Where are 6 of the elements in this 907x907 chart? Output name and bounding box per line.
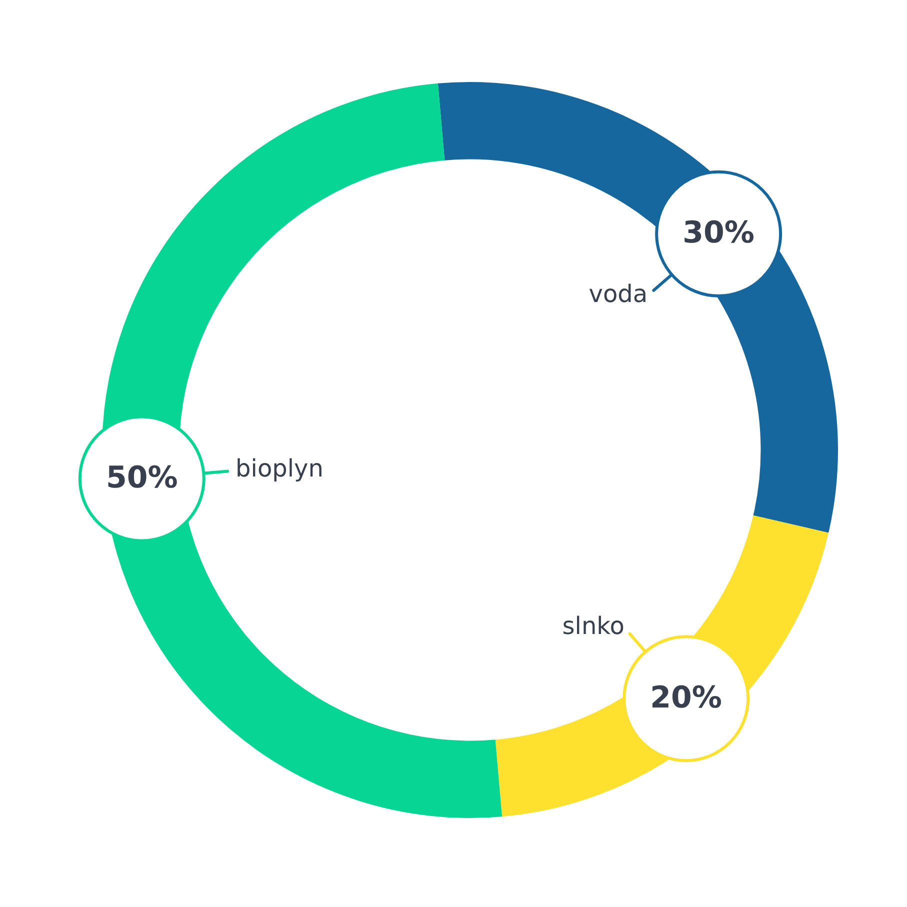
- slice-label: bioplyn: [236, 454, 324, 483]
- slice-label: slnko: [562, 612, 624, 640]
- data-label: 20%: [650, 680, 722, 716]
- data-label: 30%: [682, 216, 754, 251]
- data-label: 50%: [106, 460, 178, 496]
- slice-label: voda: [588, 280, 648, 308]
